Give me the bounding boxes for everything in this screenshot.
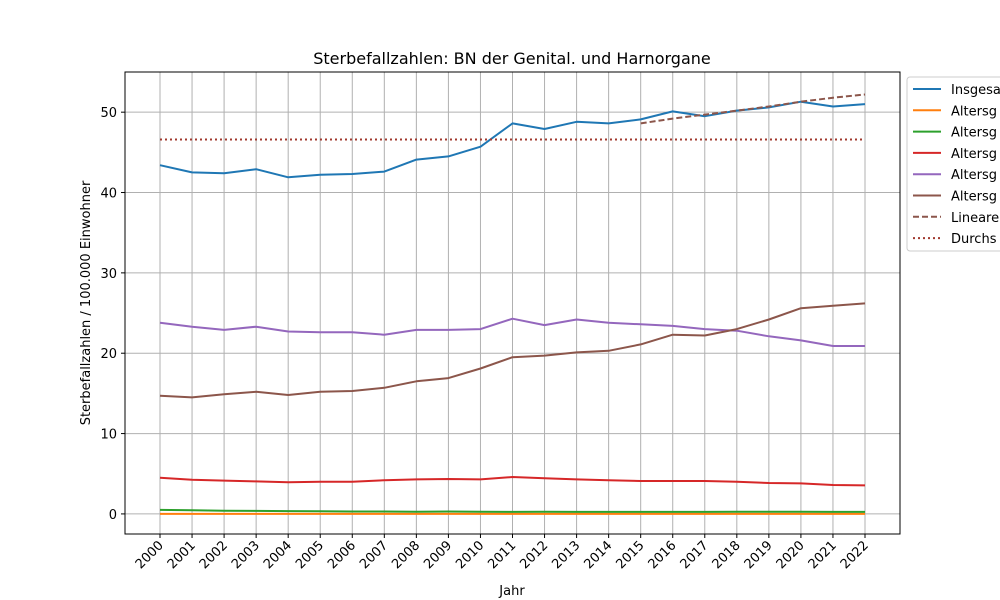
y-tick-label: 30: [100, 267, 117, 282]
legend-label: Altersg: [951, 104, 997, 119]
chart-title: Sterbefallzahlen: BN der Genital. und Ha…: [313, 49, 710, 68]
series-line-5: [159, 317, 865, 347]
grid-lines: [125, 72, 900, 534]
y-tick-label: 40: [100, 187, 117, 202]
y-tick-label: 0: [109, 508, 117, 523]
legend-box: [906, 76, 1000, 252]
legend-label: Altersg: [951, 190, 997, 205]
y-tick-label: 20: [100, 347, 117, 362]
series-layer: [159, 93, 866, 515]
y-axis-ticks: 0 10 20 30 40 50: [100, 106, 125, 523]
series-line-3: [159, 508, 865, 513]
y-tick-label: 50: [100, 106, 117, 121]
legend: Insgesa Altersg Altersg Altersg Altersg Alter…: [906, 76, 1000, 252]
y-tick-label: 10: [100, 428, 117, 443]
legend-label: Altersg: [951, 168, 997, 183]
y-axis-label: Sterbefallzahlen / 100.000 Einwohner: [79, 180, 94, 425]
legend-label: Insgesa: [951, 83, 1000, 98]
x-axis-ticks: 2000200120022003200420052006200720082009…: [133, 534, 872, 572]
legend-label: Durchs: [951, 232, 997, 247]
legend-label: Altersg: [951, 147, 997, 162]
legend-label: Altersg: [951, 126, 997, 141]
legend-label: Lineare: [951, 211, 999, 226]
x-axis-label: Jahr: [498, 584, 525, 599]
series-line-7: [640, 93, 866, 125]
series-line-1: [159, 100, 866, 179]
series-line-6: [159, 302, 866, 399]
series-line-4: [159, 476, 866, 487]
